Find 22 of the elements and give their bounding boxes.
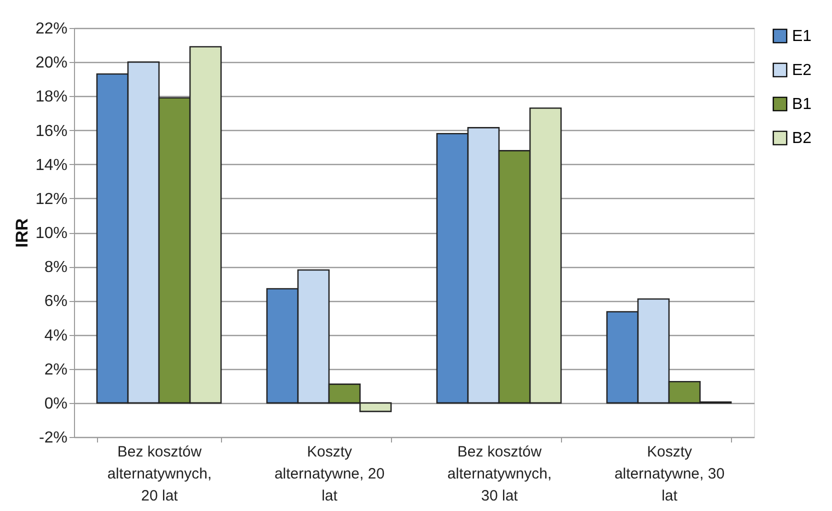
- y-tick-label: 8%: [44, 259, 68, 276]
- y-tick-label: 18%: [35, 88, 68, 106]
- y-tick-label: 20%: [35, 54, 68, 72]
- y-tick-label: 10%: [35, 225, 68, 242]
- y-tick-label: 6%: [44, 293, 68, 310]
- x-tick-label: Bez kosztów alternatywnych, 20 lat: [107, 444, 212, 504]
- x-tick-label: Koszty alternatywne, 30 lat: [614, 444, 725, 504]
- y-tick-label: -2%: [39, 430, 68, 446]
- legend-label: E2: [792, 62, 812, 79]
- legend-label: B1: [792, 96, 812, 113]
- y-tick-label: 22%: [35, 20, 68, 38]
- y-tick-label: 16%: [35, 122, 68, 140]
- x-tick-label: Bez kosztów alternatywnych, 30 lat: [447, 444, 552, 504]
- y-tick-label: 0%: [44, 395, 68, 412]
- y-tick-label: 4%: [44, 327, 68, 344]
- y-tick-label: 12%: [35, 190, 68, 208]
- legend-label: E1: [792, 28, 812, 45]
- x-tick-label: Koszty alternatywne, 20 lat: [274, 444, 385, 504]
- y-axis-title: IRR: [12, 218, 32, 248]
- y-tick-label: 14%: [35, 156, 68, 174]
- legend-label: B2: [792, 130, 812, 147]
- y-tick-label: 2%: [44, 361, 68, 378]
